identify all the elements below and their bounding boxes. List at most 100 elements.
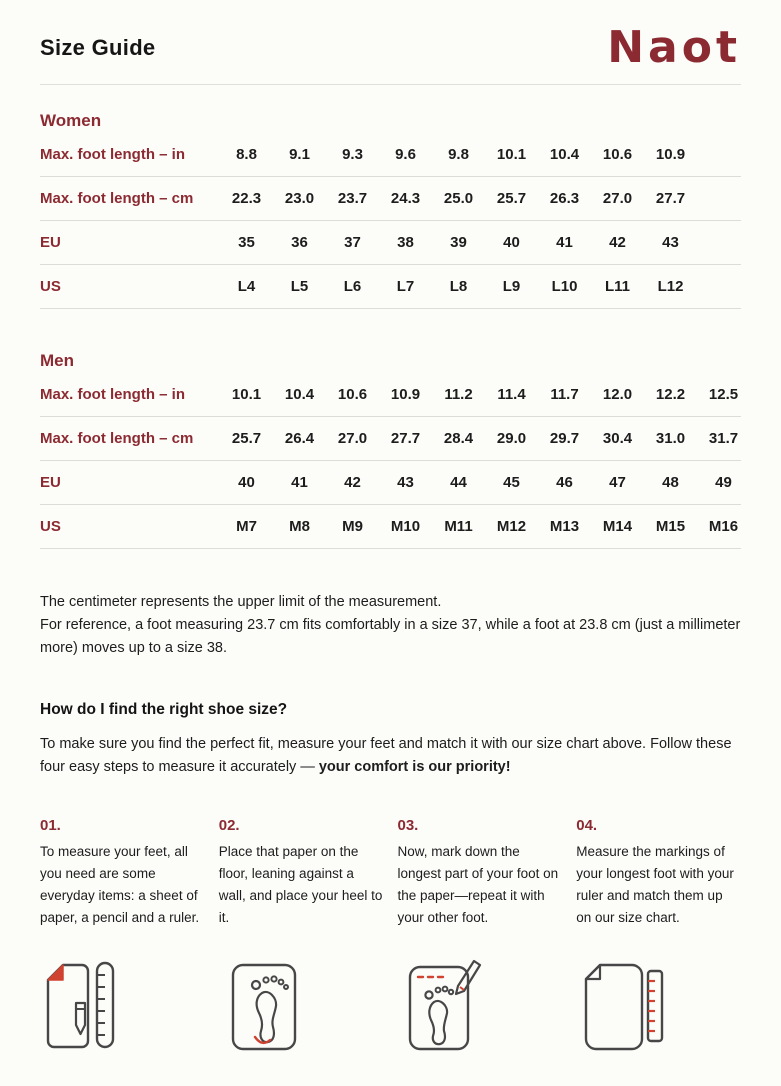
paper-footprint-pencil-icon	[398, 957, 563, 1055]
howto-heading: How do I find the right shoe size?	[40, 700, 288, 718]
size-value: 38	[397, 234, 414, 251]
size-value: L6	[343, 278, 362, 295]
howto-intro-text: To make sure you find the perfect fit, m…	[40, 735, 732, 775]
size-value: 27.0	[337, 430, 368, 447]
size-value: M16	[708, 518, 739, 535]
size-value: 35	[238, 234, 255, 251]
size-value: L10	[551, 278, 578, 295]
step-2-text: Place that paper on the floor, leaning a…	[218, 843, 383, 925]
men-section-heading: Men	[40, 351, 74, 370]
step-3-text: Now, mark down the longest part of your …	[397, 843, 559, 925]
measurement-note: The centimeter represents the upper limi…	[40, 591, 741, 661]
size-row-values: 40 41 42 43 44 45 46 47 48 49	[220, 474, 750, 491]
size-value: 25.7	[231, 430, 262, 447]
size-value: 42	[609, 234, 626, 251]
size-value: L11	[604, 278, 631, 295]
size-value: 24.3	[390, 190, 421, 207]
size-value: 9.3	[342, 146, 363, 163]
size-value: 46	[556, 474, 573, 491]
size-value: 11.2	[444, 386, 473, 403]
paper-footprint-icon	[219, 957, 384, 1055]
paper-ruler-pencil-icon	[40, 957, 205, 1055]
size-value: M11	[444, 518, 473, 535]
size-value: 11.7	[550, 386, 579, 403]
size-value: 48	[662, 474, 679, 491]
howto-intro-bold: your comfort is our priority!	[318, 758, 511, 775]
size-value: 43	[662, 234, 679, 251]
size-value: 9.8	[448, 146, 469, 163]
size-value: M8	[289, 518, 310, 535]
size-value: L12	[657, 278, 684, 295]
size-value: 41	[556, 234, 573, 251]
step-3: 03. Now, mark down the longest part of y…	[398, 817, 563, 1055]
women-size-table: Max. foot length – in 8.8 9.1 9.3 9.6 9.8 10.1…	[40, 133, 741, 309]
size-value: 41	[291, 474, 308, 491]
note-line-2: For reference, a foot measuring 23.7 cm …	[40, 617, 741, 657]
size-table-row: Max. foot length – cm 22.3 23.0 23.7 24.3 25.…	[40, 177, 741, 221]
size-value: 10.1	[496, 146, 527, 163]
size-value: 27.7	[390, 430, 421, 447]
size-value: M7	[236, 518, 257, 535]
men-size-table: Max. foot length – in 10.1 10.4 10.6 10.9 11.…	[40, 373, 741, 549]
size-value: M10	[390, 518, 421, 535]
size-row-label: US	[40, 278, 61, 295]
header: Size Guide Naot	[40, 0, 741, 85]
size-value: 11.4	[497, 386, 526, 403]
size-value: 26.3	[549, 190, 580, 207]
size-row-label: EU	[40, 234, 61, 251]
size-row-label: EU	[40, 474, 61, 491]
size-value: 30.4	[602, 430, 633, 447]
size-value: 8.8	[236, 146, 257, 163]
step-4: 04. Measure the markings of your longest…	[576, 817, 741, 1055]
size-table-row: US L4 L5 L6 L7 L8 L9 L10 L11 L12	[40, 265, 741, 309]
size-value: M13	[549, 518, 580, 535]
size-value: 29.7	[549, 430, 580, 447]
step-2: 02. Place that paper on the floor, leani…	[219, 817, 384, 1055]
note-line-1: The centimeter represents the upper limi…	[40, 594, 442, 610]
step-2-number: 02.	[218, 816, 240, 834]
size-table-row: US M7 M8 M9 M10 M11 M12 M13 M14 M15 M16	[40, 505, 741, 549]
size-value: 10.6	[602, 146, 633, 163]
size-value: 40	[503, 234, 520, 251]
size-value: 45	[503, 474, 520, 491]
size-value: 10.4	[549, 146, 580, 163]
size-value: 12.0	[602, 386, 633, 403]
size-value: 10.1	[231, 386, 262, 403]
step-1-text: To measure your feet, all you need are s…	[40, 843, 200, 925]
size-value: 40	[238, 474, 255, 491]
size-value: 28.4	[443, 430, 474, 447]
size-row-values: M7 M8 M9 M10 M11 M12 M13 M14 M15 M16	[220, 518, 750, 535]
step-3-number: 03.	[397, 816, 419, 834]
size-value: M15	[655, 518, 686, 535]
size-value: 25.7	[496, 190, 527, 207]
size-value: 29.0	[496, 430, 527, 447]
size-value: 43	[397, 474, 414, 491]
size-value: 9.1	[289, 146, 310, 163]
size-value: M14	[602, 518, 633, 535]
size-value: 26.4	[284, 430, 315, 447]
size-value: L8	[449, 278, 468, 295]
howto-intro: To make sure you find the perfect fit, m…	[40, 733, 741, 779]
size-value: 36	[291, 234, 308, 251]
size-value: 49	[715, 474, 732, 491]
size-row-label: US	[40, 518, 61, 535]
size-table-row: Max. foot length – in 8.8 9.1 9.3 9.6 9.8 10.1…	[40, 133, 741, 177]
naot-logo: Naot	[607, 22, 741, 73]
size-value: 10.9	[390, 386, 421, 403]
size-value: 10.6	[337, 386, 368, 403]
size-value: M12	[496, 518, 527, 535]
size-value: 10.9	[655, 146, 686, 163]
size-row-label: Max. foot length – cm	[40, 430, 194, 447]
size-value: 23.0	[284, 190, 315, 207]
size-row-values: 10.1 10.4 10.6 10.9 11.2 11.4 11.7 12.0 12.2 12.5	[220, 386, 750, 403]
size-value: 44	[450, 474, 467, 491]
size-row-values: L4 L5 L6 L7 L8 L9 L10 L11 L12	[220, 278, 697, 295]
size-table-row: EU 35 36 37 38 39 40 41 42 43	[40, 221, 741, 265]
women-section-heading: Women	[40, 111, 102, 130]
paper-ruler-icon	[576, 957, 741, 1055]
size-value: 12.2	[655, 386, 686, 403]
size-value: 27.0	[602, 190, 633, 207]
size-value: 25.0	[443, 190, 474, 207]
size-value: 23.7	[337, 190, 368, 207]
page-title: Size Guide	[40, 35, 156, 60]
